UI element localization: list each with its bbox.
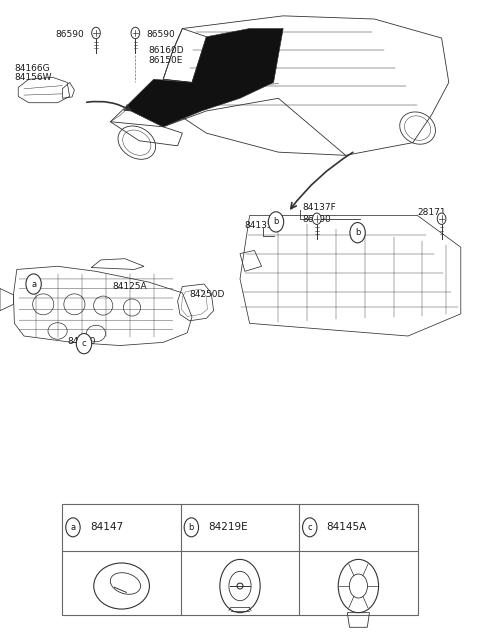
Text: 86150E: 86150E [149,56,183,65]
Circle shape [302,518,317,537]
Text: 86160D: 86160D [149,46,184,55]
Text: 84156W: 84156W [14,73,52,82]
Circle shape [92,27,100,39]
Text: a: a [31,280,36,288]
Circle shape [26,274,41,294]
Text: 84145A: 84145A [326,522,367,533]
Text: 84250D: 84250D [190,290,225,299]
Circle shape [268,212,284,232]
Text: 28171: 28171 [418,208,446,217]
Text: c: c [308,523,312,532]
Circle shape [66,518,80,537]
Text: 84219E: 84219E [208,522,248,533]
Text: 84120: 84120 [67,337,96,346]
Text: 86590: 86590 [146,30,175,39]
Circle shape [131,27,140,39]
Text: 84147: 84147 [90,522,123,533]
Polygon shape [125,29,283,127]
Text: 86590: 86590 [55,30,84,39]
Circle shape [76,333,92,354]
Circle shape [184,518,199,537]
Text: 84137F: 84137F [302,204,336,212]
FancyBboxPatch shape [62,504,418,615]
Text: 84135F: 84135F [245,221,278,230]
Text: 86590: 86590 [302,216,331,224]
Text: a: a [71,523,75,532]
Text: c: c [82,339,86,348]
Text: b: b [189,523,194,532]
Text: 84125A: 84125A [113,282,147,291]
Text: b: b [355,228,360,237]
Text: 84166G: 84166G [14,64,50,73]
Circle shape [350,223,365,243]
Circle shape [437,213,446,224]
Text: b: b [273,217,279,226]
Circle shape [312,213,321,224]
